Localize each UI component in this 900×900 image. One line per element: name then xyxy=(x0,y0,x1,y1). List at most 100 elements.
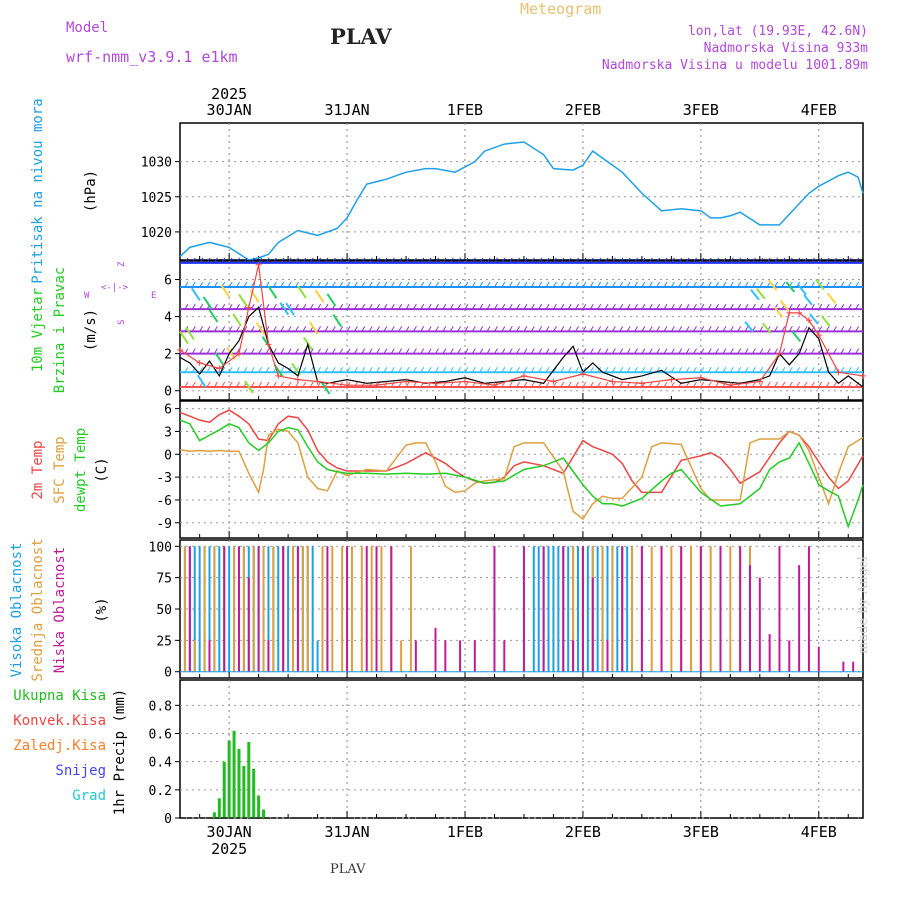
wind-barb xyxy=(589,348,594,354)
wind-barb xyxy=(280,348,285,354)
wind-barb xyxy=(530,381,535,388)
wind-barb xyxy=(390,326,395,332)
wind-barb xyxy=(309,303,314,310)
wind-barb-strong xyxy=(190,287,201,301)
wind-barb xyxy=(788,257,793,264)
wind-barb xyxy=(781,281,786,288)
gust-marker xyxy=(275,372,282,379)
wind-barb xyxy=(206,326,211,332)
wind-barb xyxy=(213,348,218,354)
wind-barb xyxy=(464,366,469,373)
wind-barb xyxy=(471,348,476,354)
wind-barb xyxy=(516,381,521,388)
wind-barb xyxy=(354,303,358,310)
wind-barb xyxy=(412,281,417,288)
wind-barb xyxy=(250,281,255,288)
wind-barb xyxy=(324,257,329,264)
wind-barb xyxy=(685,326,690,332)
wind-barb xyxy=(236,381,240,388)
wind-barb xyxy=(516,281,521,288)
wind-barb xyxy=(855,366,860,373)
y-tick-label: 6 xyxy=(164,403,172,418)
wind-barb xyxy=(221,348,226,354)
wind-barb xyxy=(412,381,417,388)
wind-barb xyxy=(368,281,373,288)
wind-barb xyxy=(611,326,616,332)
wind-barb xyxy=(715,326,720,332)
wind-barb xyxy=(788,366,793,373)
wind-barb xyxy=(766,381,771,388)
y-tick-label: 3 xyxy=(164,425,172,440)
wind-barb xyxy=(648,281,653,288)
gust-marker xyxy=(727,382,734,389)
wind-barb xyxy=(545,348,550,354)
wind-barb xyxy=(331,366,336,373)
wind-barb xyxy=(575,381,579,388)
wind-barb xyxy=(759,326,764,332)
wind-barb xyxy=(855,281,860,288)
wind-barb xyxy=(376,366,380,373)
wind-barb xyxy=(722,257,727,264)
wind-barb xyxy=(656,281,661,288)
wind-barb xyxy=(744,348,749,354)
wind-barb xyxy=(693,366,697,373)
wind-barb xyxy=(236,366,240,373)
wind-barb xyxy=(479,348,484,354)
wind-barb xyxy=(354,326,358,332)
wind-barb xyxy=(847,281,852,288)
wind-barb xyxy=(184,366,189,373)
wind-barb xyxy=(243,257,248,264)
wind-barb xyxy=(752,366,756,373)
wind-barb xyxy=(331,381,336,388)
wind-barb xyxy=(847,348,852,354)
wind-barb xyxy=(656,326,661,332)
wind-barb xyxy=(479,281,484,288)
wind-barb xyxy=(516,348,521,354)
gust-marker xyxy=(216,365,223,372)
wind-barb xyxy=(582,281,587,288)
y-tick-label: 0.2 xyxy=(149,784,172,799)
wind-barb xyxy=(523,281,528,288)
wind-barb xyxy=(295,381,299,388)
wind-barb-strong xyxy=(767,279,778,291)
wind-barb xyxy=(324,348,329,354)
wind-barb xyxy=(376,303,380,310)
wind-barb xyxy=(700,348,705,354)
wind-barb-strong xyxy=(797,284,807,296)
wind-barb xyxy=(383,326,388,332)
wind-barb xyxy=(796,366,801,373)
wind-barb xyxy=(236,257,240,264)
wind-barb xyxy=(553,257,557,264)
wind-barb xyxy=(589,326,594,332)
wind-barb xyxy=(228,303,233,310)
wind-barb xyxy=(435,257,439,264)
wind-barb xyxy=(501,303,506,310)
wind-barb xyxy=(774,348,778,354)
wind-barb xyxy=(847,326,852,332)
wind-barb xyxy=(317,348,322,354)
wind-barb xyxy=(486,326,491,332)
wind-barb xyxy=(847,366,852,373)
wind-barb xyxy=(258,381,263,388)
wind-barb xyxy=(722,381,727,388)
bottom-date-label: 2FEB xyxy=(565,823,601,841)
wind-barb xyxy=(464,281,469,288)
wind-barb xyxy=(516,366,521,373)
wind-barb xyxy=(361,326,366,332)
precip-legend-item: Ukupna Kisa xyxy=(13,688,106,704)
wind-barb xyxy=(597,281,602,288)
wind-barb xyxy=(737,303,742,310)
wind-barb xyxy=(626,257,631,264)
wind-barb xyxy=(435,281,439,288)
y-tick-label: 0 xyxy=(164,666,172,681)
wind-barb xyxy=(840,326,845,332)
y-tick-label: 0.6 xyxy=(149,728,172,743)
wind-barb xyxy=(729,366,734,373)
wind-barb xyxy=(803,348,808,354)
wind-barb xyxy=(759,381,764,388)
series-line-sfc-temp xyxy=(179,428,864,521)
wind-barb xyxy=(663,381,668,388)
wind-barb xyxy=(538,257,543,264)
wind-barb xyxy=(457,381,462,388)
wind-barb xyxy=(508,366,513,373)
